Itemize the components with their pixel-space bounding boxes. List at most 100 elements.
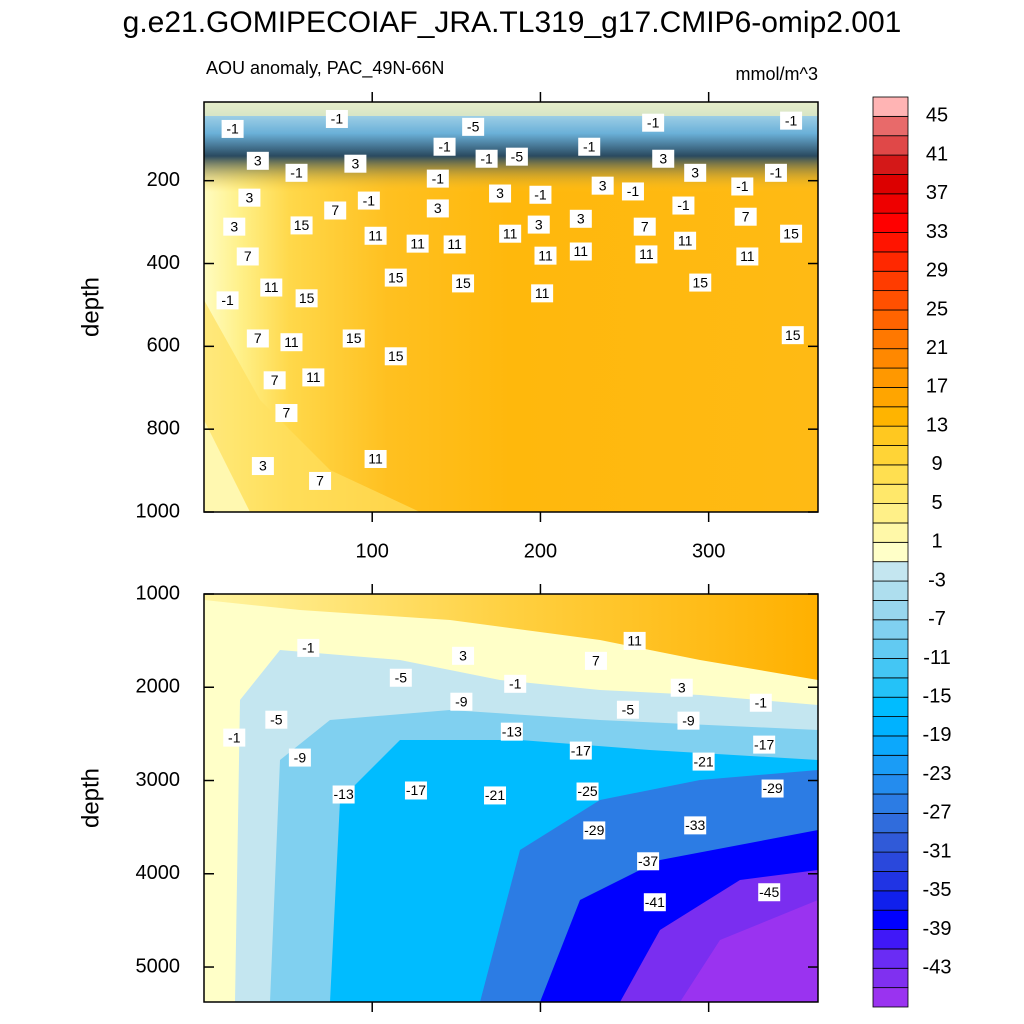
contour-label-box xyxy=(280,333,303,352)
colorbar-box xyxy=(872,851,909,872)
colorbar-label: -15 xyxy=(923,685,952,707)
contour-label-text: 7 xyxy=(254,330,262,346)
contour-label-text: 7 xyxy=(283,405,291,421)
contour-label-box xyxy=(505,147,528,166)
contour-label: 15 xyxy=(781,326,804,345)
colorbar-box xyxy=(872,600,909,621)
colorbar-label: 29 xyxy=(926,260,948,282)
colorbar-label: 9 xyxy=(931,453,942,475)
contour-label: 11 xyxy=(280,333,303,352)
plot-frame xyxy=(203,101,819,513)
colorbar-box xyxy=(872,464,909,485)
contour-label: -29 xyxy=(761,779,784,798)
colorbar-box xyxy=(872,348,909,369)
contour-label-box xyxy=(529,185,552,204)
colorbar-box xyxy=(872,483,909,504)
contour-label-box xyxy=(489,184,512,203)
contour-label: -21 xyxy=(692,752,715,771)
contour-label-text: 3 xyxy=(577,210,585,226)
colorbar-box xyxy=(872,948,909,969)
contour-label: 3 xyxy=(652,149,675,168)
contour-label-text: -5 xyxy=(467,119,480,135)
colorbar-box xyxy=(872,328,909,350)
contour-label: 7 xyxy=(236,247,259,266)
contour-label: -13 xyxy=(500,722,523,741)
colorbar-box xyxy=(872,309,909,330)
contour-label-text: 11 xyxy=(447,236,462,252)
contour-label-box xyxy=(216,291,239,310)
contour-label-text: 11 xyxy=(264,279,279,295)
contour-label: -25 xyxy=(576,782,599,801)
colorbar-box xyxy=(872,716,909,737)
contour-label-text: -5 xyxy=(511,148,524,164)
contour-label-box xyxy=(674,231,697,250)
contour-label-box xyxy=(749,693,772,712)
contour-label-box xyxy=(288,748,311,767)
colorbar-label: -35 xyxy=(923,879,952,901)
contour-label: 3 xyxy=(452,646,475,665)
contour-label-box xyxy=(265,710,288,729)
contour-label: -1 xyxy=(731,177,754,196)
contour-label-box xyxy=(433,137,456,156)
contour-label-text: 3 xyxy=(599,177,607,193)
contour-label-box xyxy=(670,678,693,697)
contour-label-box xyxy=(384,347,407,366)
contour-label-text: -9 xyxy=(682,712,695,728)
contour-label-box xyxy=(583,821,606,840)
contour-label: -17 xyxy=(753,735,776,754)
contour-label: -1 xyxy=(504,674,527,693)
contour-label-text: -41 xyxy=(645,894,665,910)
contour-label: 3 xyxy=(527,215,550,234)
contour-label-box xyxy=(684,163,707,182)
colorbar-label: 45 xyxy=(926,105,948,127)
contour-label: -1 xyxy=(285,163,308,182)
colorbar-label: 13 xyxy=(926,414,948,436)
contour-label-text: -29 xyxy=(762,780,782,796)
contour-label-text: 15 xyxy=(692,274,708,290)
colorbar-box xyxy=(872,232,909,253)
contour-label: 15 xyxy=(384,268,407,287)
contour-label: 3 xyxy=(238,188,261,207)
contour-label: -1 xyxy=(621,182,644,201)
contour-label-text: -1 xyxy=(677,197,690,213)
colorbar-label: -19 xyxy=(923,724,952,746)
contour-label-text: 11 xyxy=(639,246,654,262)
colorbar-box xyxy=(872,619,909,640)
contour-label: -17 xyxy=(569,741,592,760)
contour-label: -1 xyxy=(578,137,601,156)
contour-label-text: 3 xyxy=(246,189,254,205)
y-axis-label: depth xyxy=(77,768,104,828)
contour-label-box xyxy=(324,201,347,220)
contour-label-text: 11 xyxy=(368,227,383,243)
contour-label-box xyxy=(246,329,269,348)
colorbar-label: -31 xyxy=(923,840,952,862)
contour-label: -1 xyxy=(297,638,320,657)
contour-label: 7 xyxy=(734,207,757,226)
contour-label: -21 xyxy=(484,786,507,805)
contour-label-box xyxy=(637,852,660,871)
contour-label-box xyxy=(576,782,599,801)
y-axis-label: depth xyxy=(77,277,104,337)
contour-label-text: -13 xyxy=(502,723,522,739)
contour-label-text: 7 xyxy=(244,248,252,264)
contour-label-text: 7 xyxy=(742,208,750,224)
colorbar-box xyxy=(872,135,909,156)
colorbar-box xyxy=(872,251,909,272)
contour-label-text: 11 xyxy=(740,248,755,264)
contour-label: -37 xyxy=(637,852,660,871)
colorbar-box xyxy=(872,754,909,776)
y-tick-label: 5000 xyxy=(136,955,181,977)
contour-label: -5 xyxy=(505,147,528,166)
contour-label-text: -1 xyxy=(736,178,749,194)
contour-label-box xyxy=(342,329,365,348)
contour-label-text: 7 xyxy=(316,473,324,489)
contour-label: -1 xyxy=(529,185,552,204)
contour-label-box xyxy=(251,457,274,476)
contour-label: -9 xyxy=(288,748,311,767)
colorbar-box xyxy=(872,580,909,601)
contour-label: -17 xyxy=(404,781,427,800)
contour-label: 11 xyxy=(736,247,759,266)
contour-label-text: -25 xyxy=(577,783,597,799)
contour-label-box xyxy=(500,722,523,741)
contour-label-text: 11 xyxy=(538,247,553,263)
